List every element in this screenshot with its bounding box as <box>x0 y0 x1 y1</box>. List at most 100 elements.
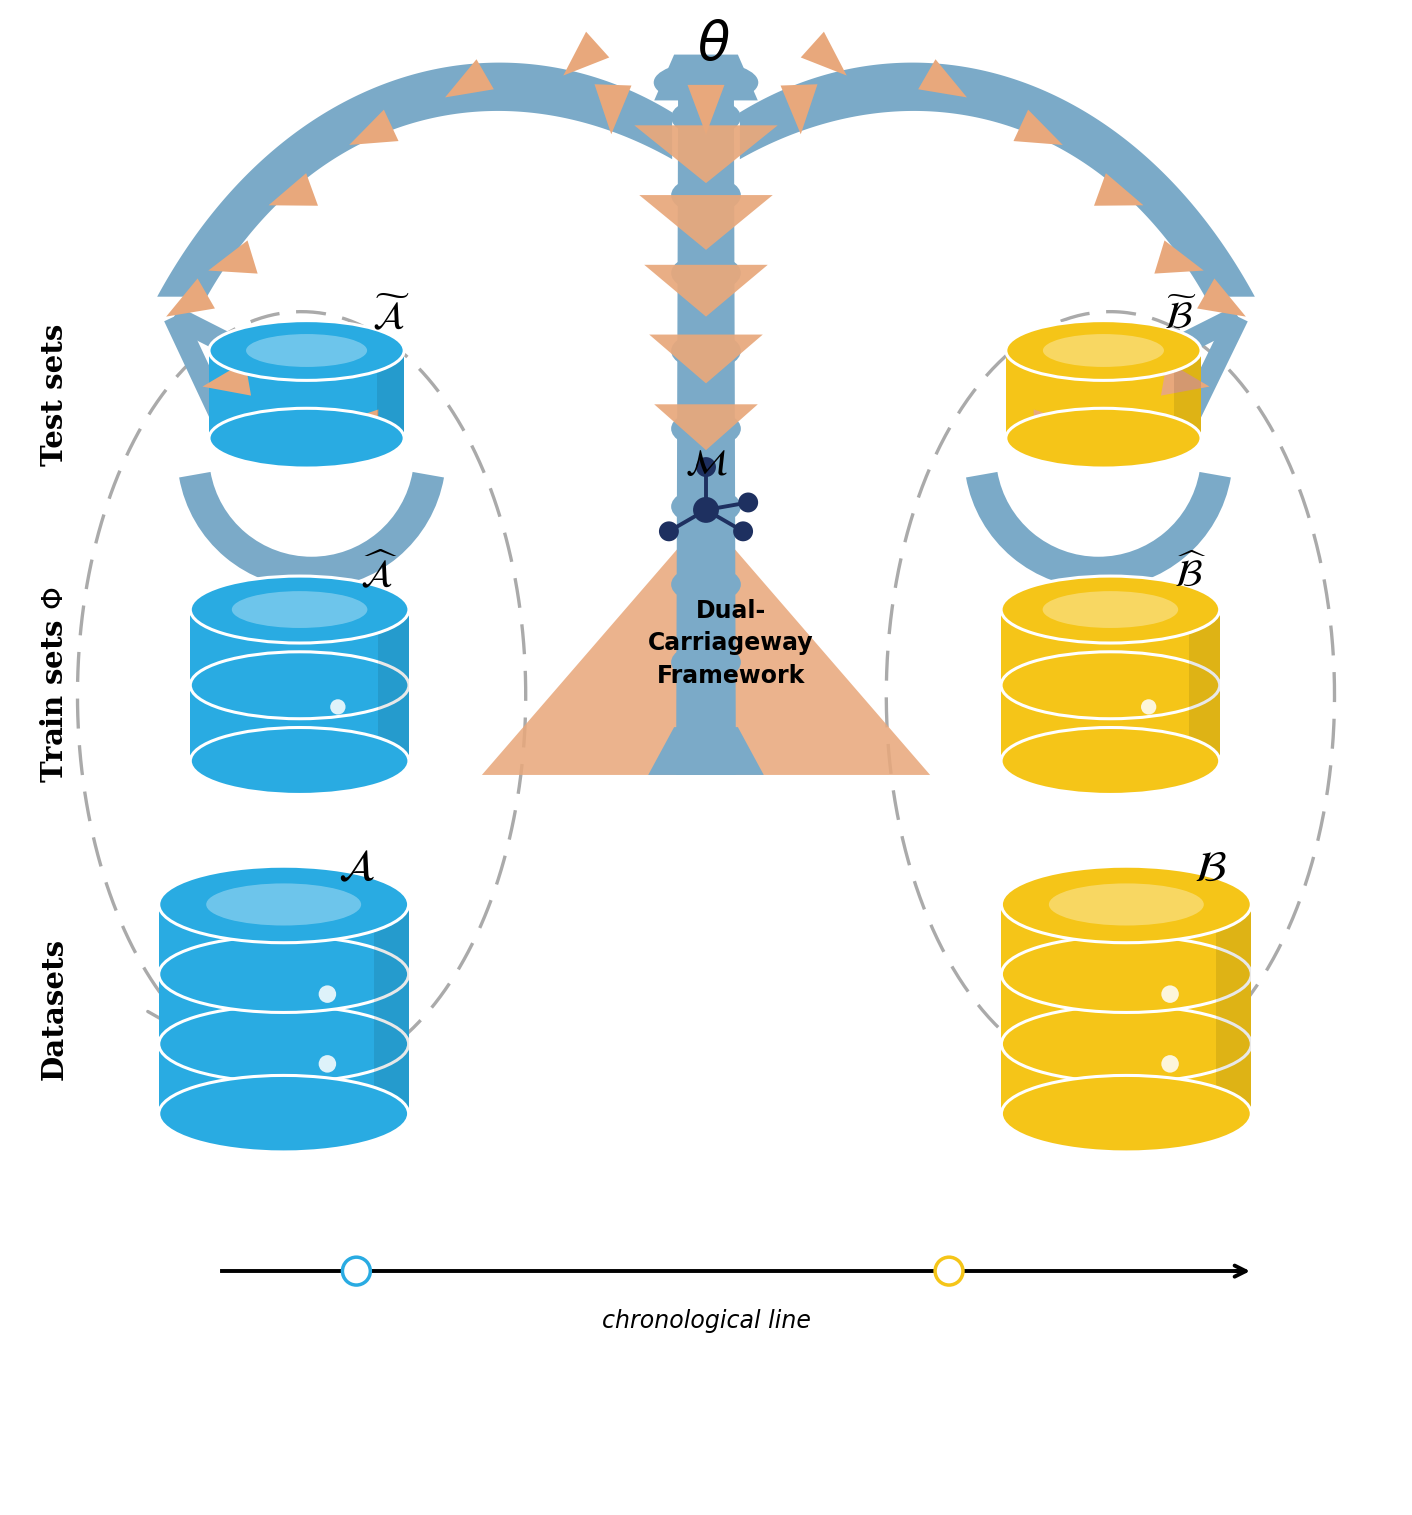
Ellipse shape <box>671 721 741 759</box>
Polygon shape <box>1173 312 1248 433</box>
Ellipse shape <box>1001 727 1220 794</box>
Polygon shape <box>1216 904 1251 1114</box>
Polygon shape <box>634 126 778 183</box>
Ellipse shape <box>654 62 758 103</box>
Ellipse shape <box>671 255 741 292</box>
Polygon shape <box>445 59 494 97</box>
Polygon shape <box>801 32 847 76</box>
Ellipse shape <box>191 576 409 642</box>
Ellipse shape <box>158 867 408 942</box>
Ellipse shape <box>1001 576 1220 642</box>
Polygon shape <box>209 241 257 274</box>
Polygon shape <box>1001 904 1251 1114</box>
Polygon shape <box>209 350 404 438</box>
Polygon shape <box>654 55 758 100</box>
Ellipse shape <box>246 335 367 367</box>
Circle shape <box>330 700 346 715</box>
Text: Dual-
Carriageway
Framework: Dual- Carriageway Framework <box>648 598 813 688</box>
Text: chronological line: chronological line <box>602 1309 810 1333</box>
Polygon shape <box>1005 350 1202 438</box>
Polygon shape <box>740 62 1255 297</box>
Circle shape <box>659 521 679 541</box>
Ellipse shape <box>1001 867 1251 942</box>
Circle shape <box>1161 1054 1179 1073</box>
Text: $\widehat{\mathcal{A}}$: $\widehat{\mathcal{A}}$ <box>360 551 398 595</box>
Ellipse shape <box>232 591 367 627</box>
Ellipse shape <box>671 565 741 603</box>
Ellipse shape <box>1042 591 1178 627</box>
Text: $\widehat{\mathcal{B}}$: $\widehat{\mathcal{B}}$ <box>1173 554 1207 594</box>
Ellipse shape <box>209 321 404 380</box>
Text: $\mathcal{B}$: $\mathcal{B}$ <box>1193 847 1226 889</box>
Polygon shape <box>676 82 736 776</box>
Circle shape <box>319 985 336 1003</box>
Polygon shape <box>1094 173 1144 206</box>
Text: $\widetilde{\mathcal{B}}$: $\widetilde{\mathcal{B}}$ <box>1163 298 1196 335</box>
Ellipse shape <box>1001 936 1251 1012</box>
Ellipse shape <box>158 1076 408 1151</box>
Ellipse shape <box>158 936 408 1012</box>
Circle shape <box>1161 985 1179 1003</box>
Polygon shape <box>268 173 318 206</box>
Text: Train sets $\Phi$: Train sets $\Phi$ <box>40 586 69 783</box>
Text: Test sets: Test sets <box>40 323 69 465</box>
Polygon shape <box>781 85 818 135</box>
Ellipse shape <box>191 651 409 718</box>
Ellipse shape <box>158 1006 408 1082</box>
Circle shape <box>343 1257 370 1285</box>
Circle shape <box>693 497 719 523</box>
Text: $\theta$: $\theta$ <box>698 20 730 71</box>
Polygon shape <box>1155 241 1203 274</box>
Wedge shape <box>966 473 1231 589</box>
Polygon shape <box>169 308 401 439</box>
Ellipse shape <box>671 98 741 136</box>
Polygon shape <box>1173 350 1202 438</box>
Polygon shape <box>1189 609 1220 761</box>
Polygon shape <box>1161 362 1210 395</box>
Ellipse shape <box>671 332 741 370</box>
Ellipse shape <box>1001 1006 1251 1082</box>
Polygon shape <box>644 265 768 317</box>
Polygon shape <box>918 59 967 97</box>
Polygon shape <box>158 904 408 1114</box>
Ellipse shape <box>1005 408 1202 468</box>
Circle shape <box>319 1054 336 1073</box>
Polygon shape <box>594 85 631 135</box>
Polygon shape <box>1001 609 1220 761</box>
Polygon shape <box>1008 308 1243 439</box>
Ellipse shape <box>1005 321 1202 380</box>
Polygon shape <box>378 609 409 761</box>
Polygon shape <box>374 904 408 1114</box>
Polygon shape <box>332 409 378 444</box>
Text: Datasets: Datasets <box>40 938 69 1080</box>
Polygon shape <box>648 727 764 776</box>
Polygon shape <box>650 335 762 383</box>
Circle shape <box>733 521 753 541</box>
Wedge shape <box>179 473 443 589</box>
Circle shape <box>1141 700 1156 715</box>
Ellipse shape <box>1049 883 1204 926</box>
Circle shape <box>696 458 716 477</box>
Polygon shape <box>1014 109 1063 145</box>
Ellipse shape <box>671 409 741 447</box>
Ellipse shape <box>209 408 404 468</box>
Polygon shape <box>688 85 724 135</box>
Circle shape <box>738 492 758 512</box>
Polygon shape <box>1197 279 1245 317</box>
Polygon shape <box>640 195 772 250</box>
Polygon shape <box>191 609 409 761</box>
Text: $\mathcal{M}$: $\mathcal{M}$ <box>685 447 727 482</box>
Ellipse shape <box>671 176 741 214</box>
Polygon shape <box>377 350 404 438</box>
Text: $\mathcal{A}$: $\mathcal{A}$ <box>337 847 374 889</box>
Text: $\widetilde{\mathcal{A}}$: $\widetilde{\mathcal{A}}$ <box>373 295 411 338</box>
Polygon shape <box>349 109 398 145</box>
Ellipse shape <box>191 727 409 794</box>
Polygon shape <box>1034 409 1080 444</box>
Ellipse shape <box>671 644 741 682</box>
Polygon shape <box>563 32 610 76</box>
Circle shape <box>935 1257 963 1285</box>
Polygon shape <box>202 362 251 395</box>
Ellipse shape <box>1043 335 1163 367</box>
Polygon shape <box>164 312 237 433</box>
